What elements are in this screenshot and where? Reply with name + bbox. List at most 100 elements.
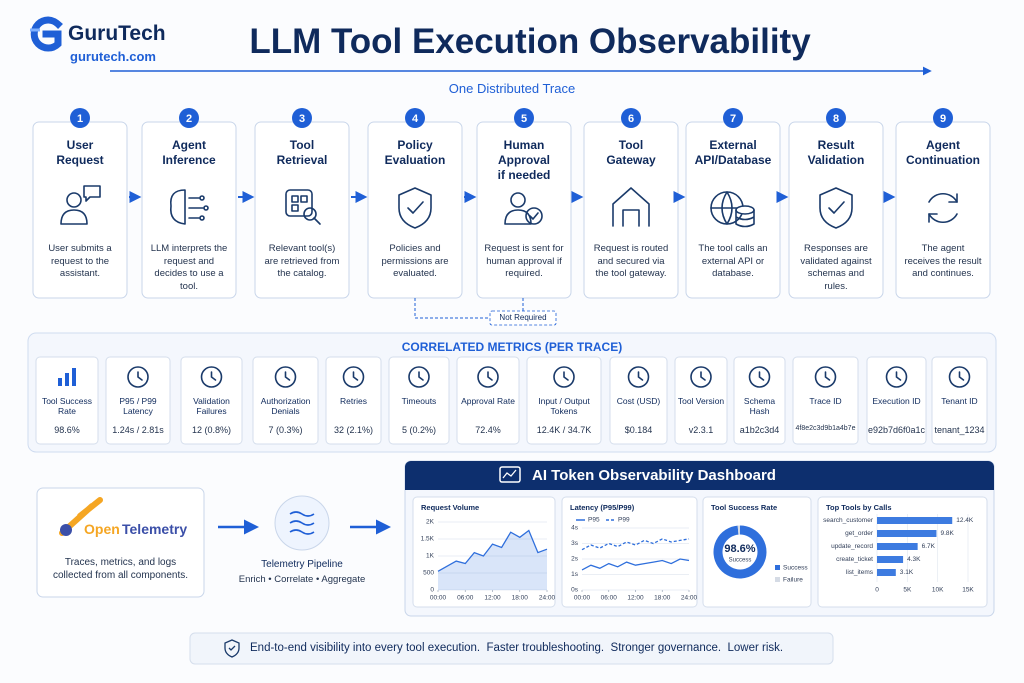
series-line — [581, 538, 690, 551]
icon-path — [407, 201, 424, 214]
icon-rect — [291, 204, 299, 212]
step-icon — [398, 187, 432, 229]
chart-card — [412, 496, 556, 608]
icon-circle — [553, 366, 575, 388]
icon-path — [169, 189, 186, 225]
metric-label: Trace ID — [809, 396, 842, 406]
icon-circle — [199, 195, 205, 201]
pipeline-subtitle: Enrich • Correlate • Aggregate — [238, 574, 366, 585]
icon-rect — [291, 195, 299, 203]
icon-bar — [65, 373, 69, 386]
x-tick-label: 24:00 — [681, 595, 698, 602]
metric-value: v2.3.1 — [688, 425, 714, 435]
bar-category: get_order — [845, 530, 874, 537]
y-tick-label: 3s — [571, 540, 579, 547]
icon-path — [819, 187, 853, 229]
legend-label: Failure — [783, 577, 803, 584]
step-title: Policy Evaluation — [384, 138, 446, 167]
bar — [877, 517, 953, 524]
metric-icon — [948, 366, 971, 388]
metric-value: 72.4% — [475, 425, 501, 435]
metric-value: 7 (0.3%) — [268, 425, 303, 435]
step-description: User submits a request to the assistant. — [48, 243, 112, 279]
metric-icon — [627, 366, 650, 388]
step-icon — [612, 187, 650, 227]
bar-category: update_record — [831, 543, 873, 550]
metric-label: Schema Hash — [743, 396, 776, 416]
metric-label: Execution ID — [872, 396, 921, 406]
legend-label: P99 — [618, 517, 630, 524]
step-badge — [292, 108, 312, 128]
icon-path — [563, 371, 569, 381]
icon-circle — [274, 366, 297, 388]
not-required-label: Not Required — [499, 313, 547, 322]
step-icon — [169, 189, 209, 225]
metric-value: 1.24s / 2.81s — [112, 425, 164, 435]
metric-icon — [814, 366, 837, 388]
icon-circle — [748, 366, 771, 388]
footer-text: End-to-end visibility into every tool ex… — [250, 642, 784, 654]
step-number: 8 — [833, 113, 839, 125]
step-icon — [60, 185, 101, 225]
icon-path — [735, 209, 755, 228]
icon-circle — [200, 366, 223, 388]
series-line — [581, 558, 690, 571]
step-badge — [179, 108, 199, 128]
x-tick-label: 00:00 — [430, 595, 447, 602]
icon-path — [828, 201, 845, 214]
icon-path — [700, 371, 706, 381]
legend-swatch — [775, 565, 780, 570]
bar-value-label: 3.1K — [900, 569, 914, 576]
metric-icon — [127, 366, 149, 388]
metric-label: P95 / P99 Latency — [119, 396, 157, 416]
icon-circle — [690, 366, 712, 388]
icon-path — [622, 209, 640, 227]
metric-icon — [690, 366, 712, 388]
icon-path — [529, 212, 539, 220]
chart-title: Top Tools by Calls — [826, 503, 892, 512]
icon-circle — [948, 366, 971, 388]
icon-path — [958, 371, 965, 381]
step-number: 3 — [299, 113, 305, 125]
metric-tile — [866, 356, 927, 445]
icon-circle — [303, 207, 317, 221]
metric-tile — [105, 356, 171, 445]
icon-circle — [885, 366, 908, 388]
icon-rect — [300, 195, 308, 203]
legend-swatch — [775, 577, 780, 582]
metric-value: e92b7d6f0a1c — [867, 425, 926, 435]
step-icon — [285, 189, 321, 225]
area-fill — [438, 530, 547, 590]
dashboard-title: AI Token Observability Dashboard — [532, 467, 776, 484]
logo-icon — [30, 16, 63, 52]
bar-value-label: 6.7K — [922, 543, 936, 550]
metric-tile — [388, 356, 450, 445]
step-number: 2 — [186, 113, 192, 125]
step-title: Agent Continuation — [906, 138, 980, 167]
brand-name: GuruTech — [68, 22, 166, 45]
pipeline-title: Telemetry Pipeline — [261, 559, 343, 570]
not-required-box — [489, 310, 557, 326]
icon-path — [928, 213, 958, 223]
bar — [877, 543, 918, 550]
icon-path — [824, 371, 831, 381]
y-tick-label: 4s — [571, 525, 579, 532]
icon-path — [504, 209, 532, 225]
y-tick-label: 1.5K — [421, 536, 435, 543]
step-description: Request is sent for human approval if re… — [484, 243, 564, 279]
x-tick-label: 06:00 — [601, 595, 618, 602]
metric-label: Authorization Denials — [260, 396, 311, 416]
chart-card — [817, 496, 988, 608]
icon-circle — [408, 366, 430, 388]
metric-tile — [792, 356, 859, 445]
icon-circle — [477, 366, 499, 388]
trace-label: One Distributed Trace — [448, 81, 576, 96]
dashboard-header — [405, 461, 994, 490]
step-badge — [933, 108, 953, 128]
bar — [877, 530, 937, 537]
page-title: LLM Tool Execution Observability — [249, 22, 811, 61]
icon-path — [758, 371, 765, 381]
series-line — [437, 529, 548, 572]
icon-circle — [814, 366, 837, 388]
step-description: The tool calls an external API or databa… — [698, 243, 768, 279]
